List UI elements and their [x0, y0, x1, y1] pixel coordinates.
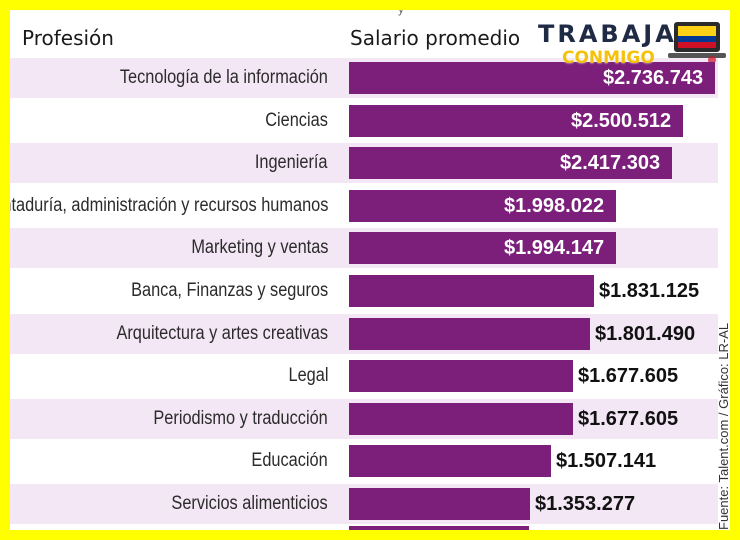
category-label: Ciencias — [265, 109, 328, 131]
salary-bar — [349, 402, 573, 435]
table-row: Arquitectura y artes creativas $1.801.490 — [10, 313, 718, 354]
value-label: $2.736.743 — [603, 67, 704, 89]
table-row: Servicios alimenticios $1.353.277 — [10, 484, 718, 524]
salary-bar — [349, 445, 551, 478]
category-label: Educación — [251, 450, 328, 472]
table-row: Legal $1.677.605 — [10, 356, 718, 396]
category-label: Servicios alimenticios — [171, 493, 328, 514]
cut-off-title-fragment: y — [398, 10, 404, 16]
category-label: Arquitectura y artes creativas — [116, 322, 328, 344]
category-label: Tecnología de la información — [119, 67, 328, 88]
salary-bar — [349, 104, 683, 137]
logo-word-conmigo: CONMIGO — [562, 48, 655, 68]
trabaja-conmigo-logo: TRABAJA CONMIGO — [538, 18, 728, 76]
bar-rows: Tecnología de la información $2.736.743 Ci… — [10, 10, 730, 530]
value-label: $1.353.277 — [535, 493, 636, 515]
laptop-flag-icon — [668, 22, 726, 62]
salary-bar — [349, 232, 616, 265]
salary-bar — [349, 189, 616, 222]
category-label: Banca, Finanzas y seguros — [130, 280, 328, 301]
value-label: $1.801.490 — [595, 322, 696, 345]
table-row: Periodismo y traducción $1.677.605 — [10, 398, 718, 439]
salary-bar — [349, 317, 590, 350]
salary-bar — [349, 62, 715, 94]
partial-bar-cut-off — [349, 526, 529, 530]
value-label: $2.500.512 — [571, 109, 672, 132]
chart-frame: Tecnología de la información $2.736.743 Ci… — [10, 10, 730, 530]
salary-column-header: Salario promedio — [350, 26, 521, 50]
table-row: Marketing y ventas $1.994.147 — [10, 228, 718, 269]
category-label: Periodismo y traducción — [153, 407, 328, 429]
value-label: $2.417.303 — [560, 152, 661, 175]
category-label: Legal — [288, 365, 328, 387]
salary-bar — [349, 275, 594, 307]
value-label: $1.677.605 — [578, 407, 679, 430]
profession-column-header: Profesión — [22, 26, 114, 50]
table-row: Ciencias $2.500.512 — [10, 101, 718, 141]
value-label: $1.998.022 — [504, 194, 605, 217]
table-row: Educación $1.507.141 — [10, 441, 718, 481]
salary-bar — [349, 488, 530, 520]
table-row: Ingeniería $2.417.303 — [10, 143, 718, 184]
value-label: $1.677.605 — [578, 365, 679, 388]
category-label: Ingeniería — [255, 152, 328, 174]
salary-bar — [349, 147, 672, 180]
table-row: Tecnología de la información $2.736.743 — [10, 58, 718, 98]
table-row: Banca, Finanzas y seguros $1.831.125 — [10, 271, 718, 311]
salary-bar — [349, 360, 573, 393]
logo-word-trabaja: TRABAJA — [538, 20, 677, 48]
table-row: Contaduría, administración y recursos hu… — [10, 186, 718, 226]
source-credit: Fuente: Talent.com / Gráfico: LR-AL — [716, 322, 730, 530]
value-label: $1.507.141 — [556, 450, 657, 473]
value-label: $1.831.125 — [599, 280, 700, 302]
category-label: Contaduría, administración y recursos hu… — [10, 194, 328, 216]
value-label: $1.994.147 — [504, 237, 605, 260]
category-label: Marketing y ventas — [190, 237, 328, 259]
